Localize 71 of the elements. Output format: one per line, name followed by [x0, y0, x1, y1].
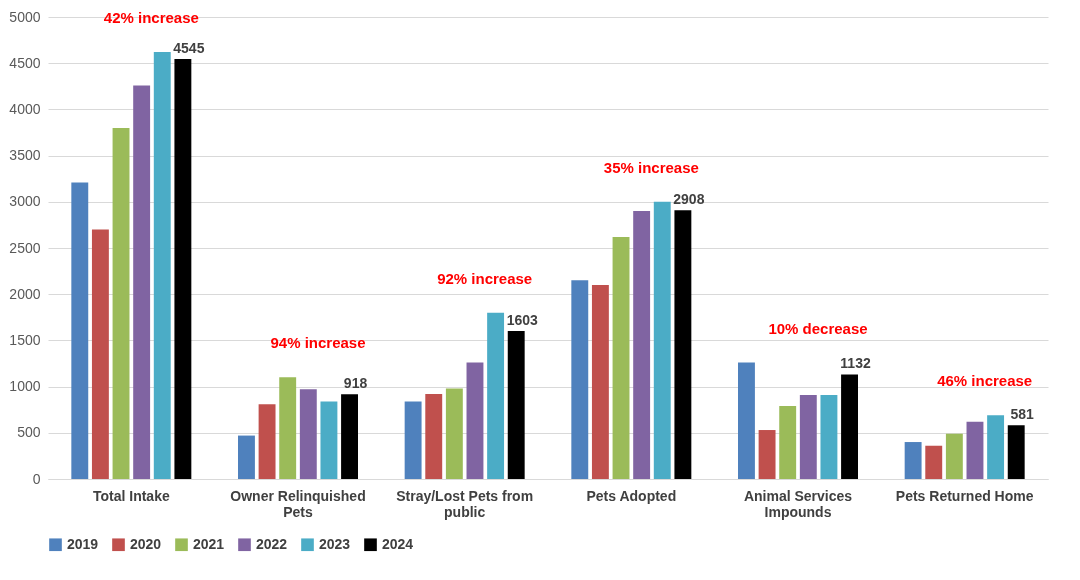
- y-tick-label: 4000: [9, 100, 41, 117]
- y-tick-label: 5000: [9, 8, 41, 25]
- data-label: 2908: [673, 191, 705, 208]
- bar: [487, 312, 505, 479]
- bar: [466, 362, 484, 479]
- y-tick-label: 0: [32, 470, 41, 487]
- bar: [71, 182, 89, 479]
- x-tick-label: Owner Relinquished Pets: [230, 487, 366, 520]
- legend-label: 2019: [67, 535, 99, 552]
- bar: [820, 394, 838, 479]
- annotation: 10% decrease: [768, 319, 868, 337]
- x-tick-label: Pets Adopted: [586, 487, 677, 504]
- bar: [238, 435, 255, 479]
- bar: [320, 401, 338, 479]
- data-label: 918: [343, 375, 368, 392]
- bar: [1007, 425, 1025, 479]
- bar: [445, 388, 463, 479]
- bar: [258, 404, 276, 479]
- bar: [299, 389, 317, 479]
- bar: [779, 406, 797, 479]
- data-label: 1603: [506, 311, 538, 328]
- y-tick-label: 2000: [9, 285, 41, 302]
- x-tick-label: Stray/Lost Pets from public: [396, 487, 534, 520]
- annotation: 94% increase: [270, 334, 366, 352]
- bar: [925, 445, 943, 479]
- bar: [133, 85, 151, 479]
- annotation: 42% increase: [103, 9, 199, 27]
- bar: [904, 442, 922, 479]
- bar: [341, 394, 358, 479]
- bar: [507, 330, 525, 479]
- bar: [404, 401, 422, 479]
- bar: [945, 433, 963, 479]
- y-tick-label: 1000: [9, 378, 41, 395]
- bar: [112, 127, 130, 479]
- bar: [425, 393, 443, 479]
- legend-label: 2021: [193, 535, 225, 552]
- annotation: 92% increase: [437, 269, 533, 287]
- y-tick-label: 4500: [9, 54, 41, 71]
- bar: [612, 236, 630, 479]
- annotation: 35% increase: [603, 158, 699, 176]
- bar: [653, 201, 671, 479]
- legend-label: 2024: [382, 535, 414, 552]
- data-label: 4545: [173, 40, 205, 57]
- x-tick-label: Animal Services Impounds: [743, 487, 853, 520]
- bar: [571, 280, 589, 479]
- bar: [279, 377, 297, 479]
- bar: [799, 394, 817, 479]
- y-tick-label: 2500: [9, 239, 41, 256]
- bar: [153, 52, 171, 479]
- bar: [591, 284, 609, 479]
- y-tick-label: 3500: [9, 147, 41, 164]
- y-tick-label: 1500: [9, 331, 41, 348]
- bar: [174, 59, 192, 479]
- bar: [758, 430, 776, 479]
- y-tick-label: 3000: [9, 193, 41, 210]
- annotation: 46% increase: [937, 372, 1033, 390]
- bar: [738, 362, 755, 479]
- bar: [987, 415, 1005, 479]
- data-label: 581: [1010, 406, 1035, 423]
- bar: [633, 211, 651, 479]
- bar: [966, 421, 984, 479]
- bar: [674, 210, 692, 479]
- y-tick-label: 500: [17, 424, 41, 441]
- bar: [841, 374, 858, 479]
- legend-label: 2020: [130, 535, 162, 552]
- x-tick-label: Total Intake: [92, 487, 170, 504]
- data-label: 1132: [840, 355, 871, 372]
- x-tick-label: Pets Returned Home: [895, 487, 1034, 504]
- legend-label: 2022: [256, 535, 288, 552]
- bar: [91, 229, 109, 479]
- legend-label: 2023: [319, 535, 351, 552]
